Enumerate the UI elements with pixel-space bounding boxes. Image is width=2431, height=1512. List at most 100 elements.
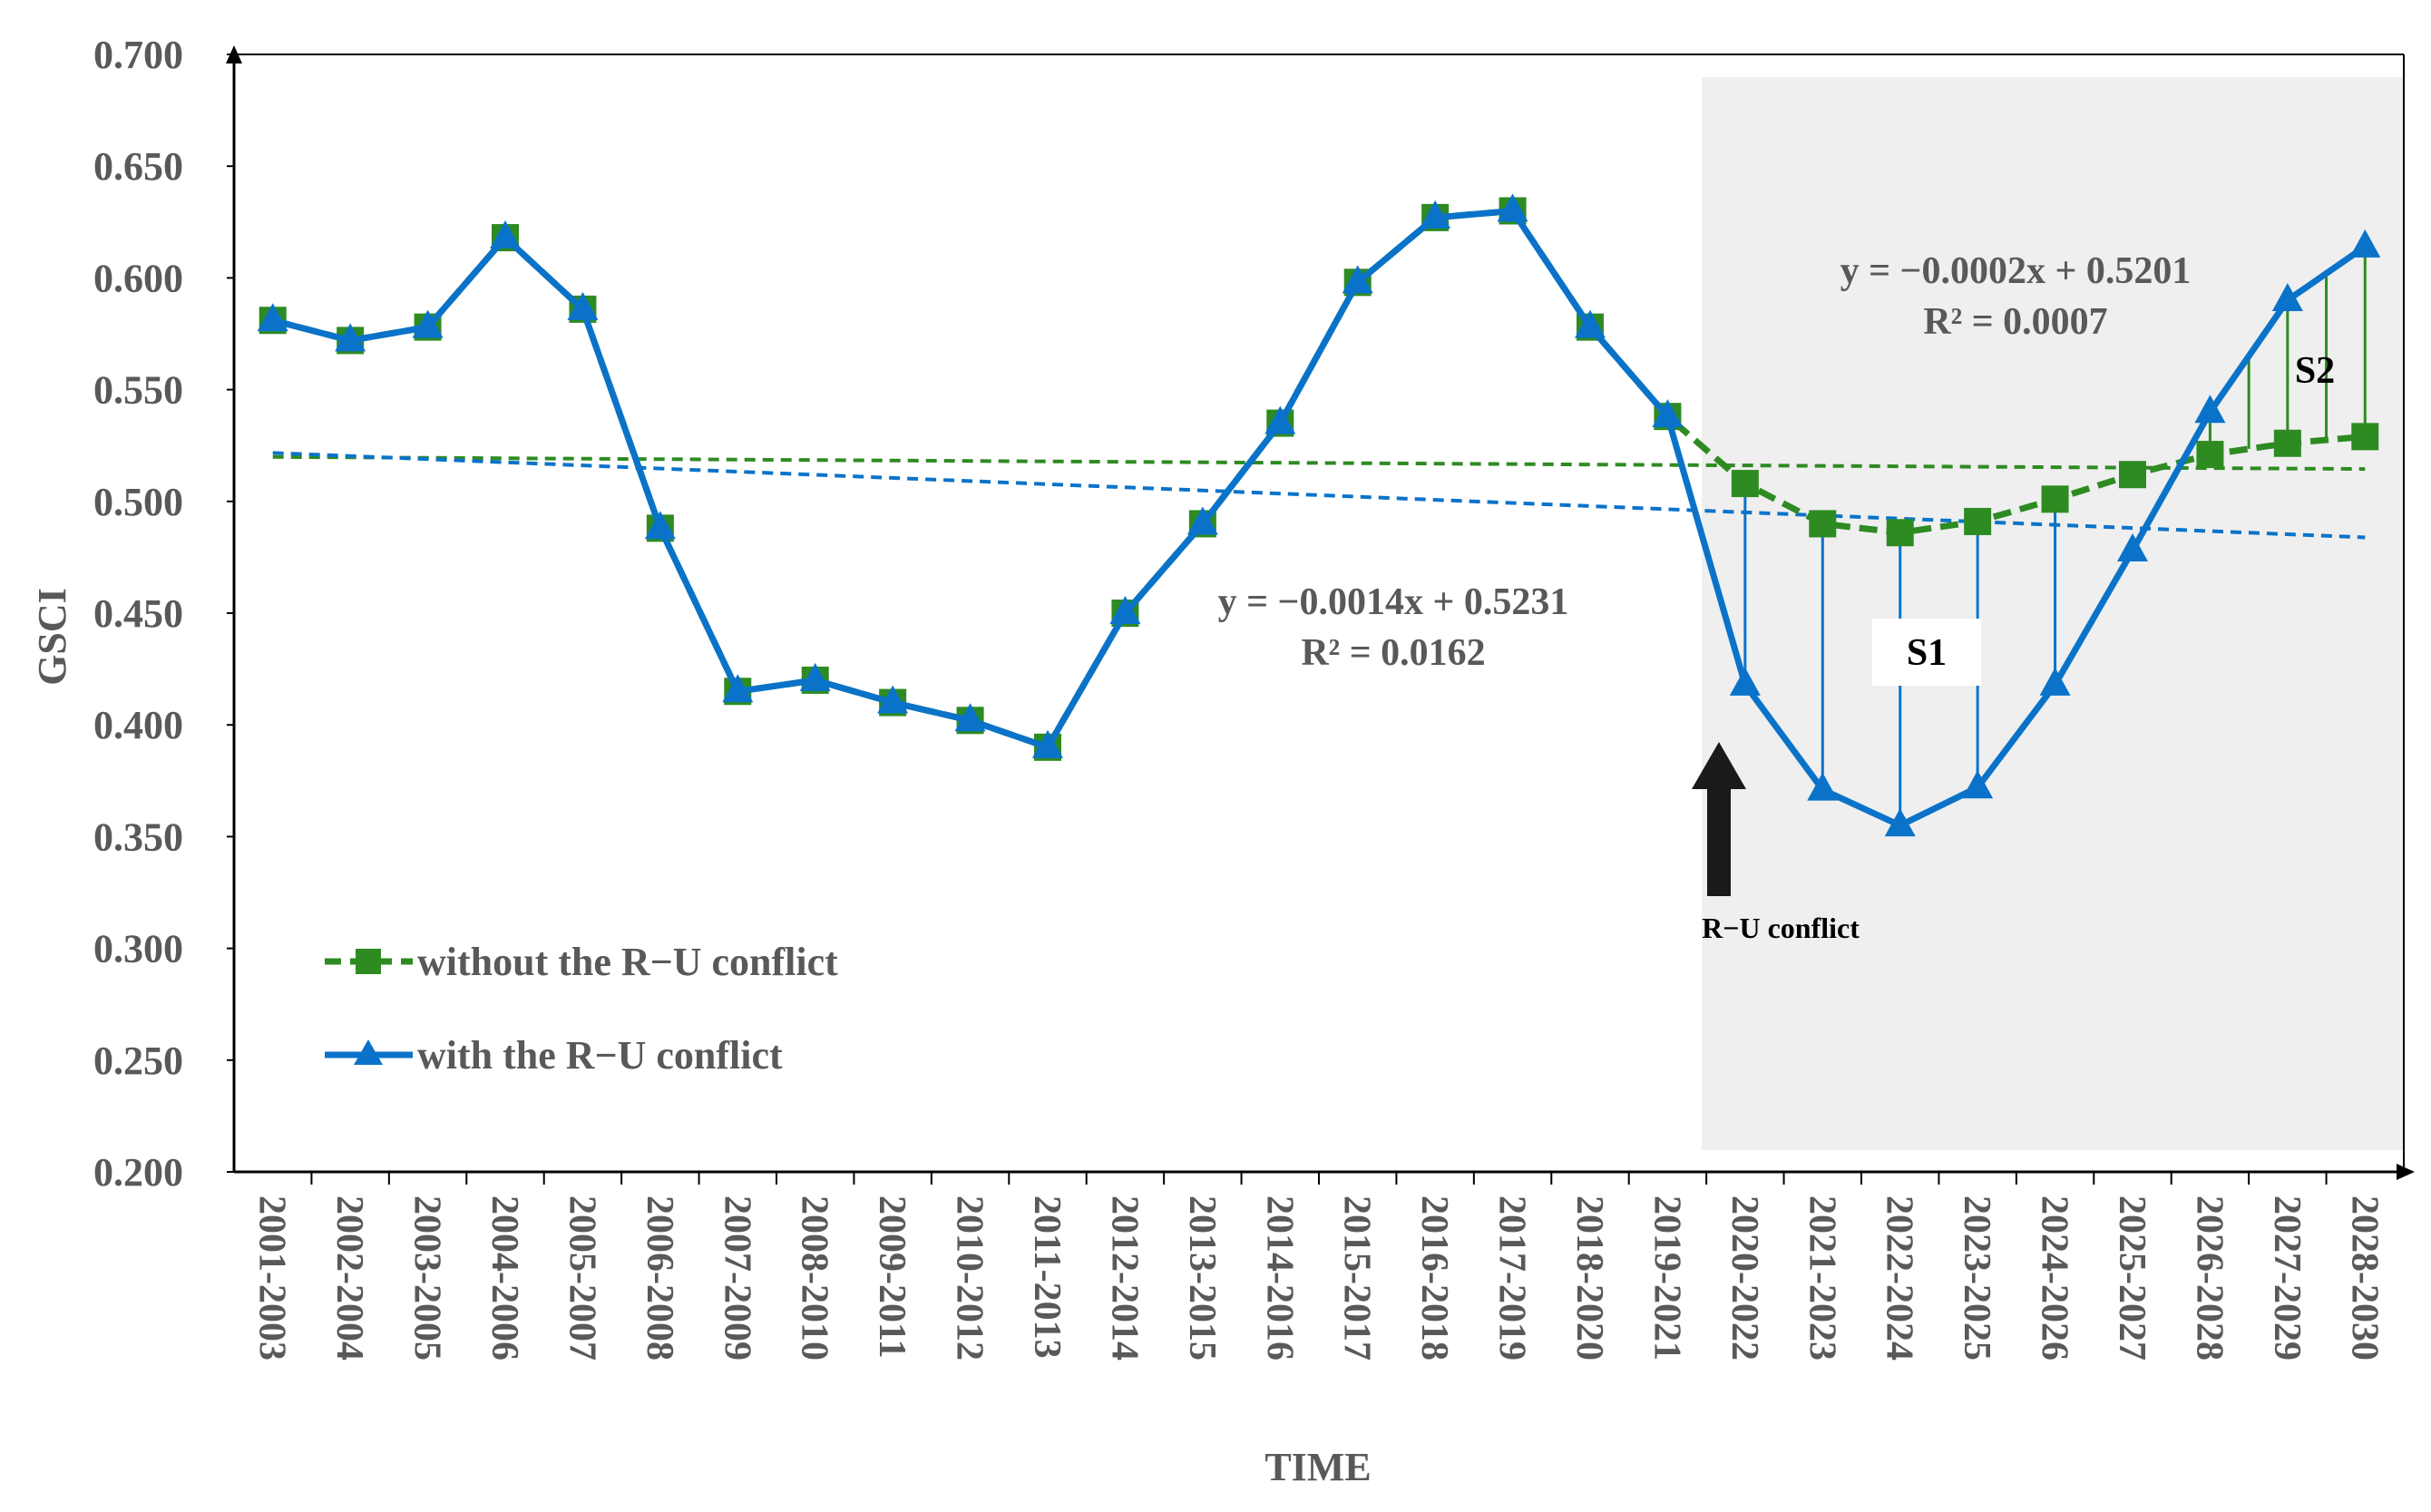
x-tick-label: 2024-2026	[2034, 1195, 2075, 1361]
blue-data-point	[1342, 265, 1373, 294]
x-axis-ticks: 2001-2003 2002-2004 2003-2005 2004-2006 2005…	[251, 1172, 2385, 1361]
y-tick-label: 0.550	[93, 368, 183, 413]
x-tick-label: 2007-2009	[716, 1195, 757, 1361]
blue-data-point	[1497, 193, 1528, 222]
green-trendline	[272, 454, 2366, 472]
blue-data-point	[1186, 506, 1218, 535]
x-tick-label: 2001-2003	[251, 1195, 293, 1361]
legend: without the R−U conflict with the R−U co…	[325, 940, 838, 1078]
x-tick-label: 2008-2010	[794, 1195, 835, 1361]
green-data-point	[1809, 510, 1837, 538]
x-tick-label: 2023-2025	[1956, 1195, 1997, 1361]
x-tick-label: 2020-2022	[1723, 1195, 1765, 1361]
conflict-arrow	[1692, 742, 1746, 896]
x-tick-label: 2026-2028	[2188, 1195, 2230, 1361]
blue-data-point	[1420, 200, 1451, 229]
blue-data-point	[1729, 667, 1761, 696]
trendlines	[272, 451, 2366, 540]
green-trend-r2: R² = 0.0007	[1923, 301, 2107, 343]
blue-data-point	[1962, 770, 1994, 799]
x-tick-label: 2004-2006	[483, 1195, 525, 1361]
x-tick-label: 2018-2020	[1568, 1195, 1610, 1361]
y-tick-label: 0.500	[93, 480, 183, 524]
legend-green-marker	[356, 949, 381, 974]
y-tick-label: 0.700	[93, 33, 183, 77]
x-tick-label: 2003-2005	[406, 1195, 448, 1361]
x-tick-label: 2015-2017	[1336, 1195, 1378, 1361]
blue-data-point	[412, 309, 444, 338]
blue-data-point	[644, 511, 676, 540]
x-tick-label: 2006-2008	[639, 1195, 680, 1361]
blue-data-point	[335, 323, 366, 352]
blue-data-point	[1575, 309, 1606, 338]
blue-data-point	[1884, 808, 1916, 837]
blue-data-point	[877, 685, 909, 714]
x-tick-label: 2009-2011	[871, 1195, 913, 1359]
x-tick-label: 2012-2014	[1103, 1195, 1145, 1361]
blue-trend-equation: y = −0.0014x + 0.5231	[1218, 581, 1569, 623]
x-tick-label: 2025-2027	[2111, 1195, 2153, 1361]
blue-data-point	[2117, 533, 2148, 562]
blue-data-point	[2194, 395, 2226, 424]
legend-blue-label: with the R−U conflict	[417, 1033, 783, 1078]
y-tick-label: 0.450	[93, 591, 183, 636]
blue-series-line	[271, 207, 2368, 829]
blue-data-point	[799, 662, 831, 691]
blue-data-point	[257, 303, 288, 332]
green-data-point	[1886, 519, 1914, 547]
s1-label: S1	[1907, 632, 1947, 674]
blue-data-point	[2271, 283, 2303, 312]
y-axis-ticks: 0.700 0.650 0.600 0.550 0.500 0.450 0.400 0.350…	[93, 33, 234, 1195]
s2-label: S2	[2295, 350, 2335, 392]
blue-data-point	[490, 220, 521, 249]
legend-blue-marker	[354, 1039, 383, 1065]
y-tick-label: 0.200	[93, 1150, 183, 1195]
blue-trendline	[272, 451, 2366, 540]
green-data-point	[2351, 423, 2379, 451]
green-data-point	[2041, 485, 2069, 513]
x-tick-label: 2013-2015	[1181, 1195, 1223, 1361]
legend-green-label: without the R−U conflict	[417, 940, 838, 984]
blue-data-point	[567, 291, 599, 320]
s1-label-box	[1872, 619, 1981, 686]
y-tick-label: 0.650	[93, 144, 183, 189]
blue-data-point	[954, 703, 986, 732]
x-tick-label: 2019-2021	[1645, 1195, 1687, 1361]
x-axis-title: TIME	[1264, 1445, 1371, 1489]
y-axis-title: GSCI	[30, 588, 74, 686]
forecast-shaded-region	[1702, 77, 2404, 1150]
blue-data-point	[2039, 667, 2071, 696]
y-tick-label: 0.400	[93, 703, 183, 747]
y-tick-label: 0.250	[93, 1039, 183, 1083]
green-data-point	[2196, 441, 2224, 469]
x-tick-label: 2014-2016	[1258, 1195, 1300, 1361]
x-axis-arrowhead	[2397, 1164, 2415, 1180]
x-tick-label: 2027-2029	[2266, 1195, 2308, 1361]
x-tick-label: 2017-2019	[1491, 1195, 1533, 1361]
series-with-conflict	[257, 193, 2381, 837]
green-data-point	[1731, 470, 1759, 498]
x-tick-label: 2016-2018	[1413, 1195, 1455, 1361]
x-tick-label: 2011-2013	[1026, 1195, 1068, 1359]
blue-data-point	[1032, 729, 1063, 758]
blue-data-point	[1264, 405, 1296, 434]
x-tick-label: 2028-2030	[2343, 1195, 2385, 1361]
x-tick-label: 2010-2012	[949, 1195, 991, 1361]
green-data-point	[2119, 461, 2146, 489]
blue-data-point	[722, 674, 754, 703]
green-trend-equation: y = −0.0002x + 0.5201	[1840, 250, 2192, 292]
blue-trend-r2: R² = 0.0162	[1301, 632, 1485, 674]
green-data-point	[1964, 507, 1992, 535]
x-tick-label: 2005-2007	[561, 1195, 602, 1361]
x-tick-label: 2022-2024	[1879, 1195, 1920, 1361]
blue-data-point	[1109, 596, 1141, 624]
conflict-arrow-label: R−U conflict	[1702, 912, 1860, 944]
y-tick-label: 0.600	[93, 256, 183, 300]
y-tick-label: 0.300	[93, 927, 183, 971]
blue-data-point	[2349, 229, 2381, 258]
x-tick-label: 2021-2023	[1801, 1195, 1842, 1361]
x-tick-label: 2002-2004	[328, 1195, 370, 1361]
blue-data-point	[1652, 399, 1684, 428]
green-data-point	[2273, 429, 2301, 457]
